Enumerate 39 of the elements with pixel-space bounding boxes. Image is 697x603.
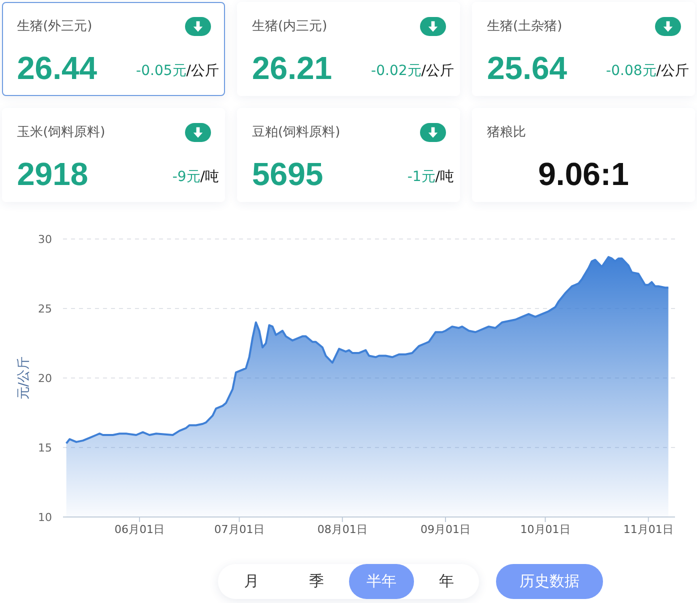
- text: -9元: [172, 169, 200, 185]
- text: 26.21: [252, 50, 332, 86]
- y-axis-title: 元/公斤: [16, 356, 32, 400]
- text: -1元: [407, 169, 436, 185]
- text: /公斤: [186, 63, 219, 79]
- y-tick-label: 30: [38, 232, 52, 246]
- y-tick-label: 25: [38, 302, 52, 316]
- text: -0.08元: [606, 63, 656, 79]
- y-tick-label: 15: [38, 441, 52, 454]
- text: -0.05元: [136, 63, 186, 79]
- x-tick-label: 09月01日: [420, 522, 470, 536]
- text: 玉米(饲料原料): [17, 125, 106, 140]
- text: /吨: [435, 169, 454, 185]
- x-tick-label: 10月01日: [520, 522, 570, 536]
- text: /公斤: [656, 63, 689, 79]
- text: /吨: [200, 169, 219, 185]
- x-tick-label: 07月01日: [214, 522, 264, 536]
- text: 5695: [252, 156, 324, 192]
- text: -0.02元: [371, 63, 422, 79]
- x-tick-label: 06月01日: [114, 522, 164, 536]
- text: 9.06:1: [538, 156, 629, 192]
- text: 26.44: [17, 50, 98, 86]
- text: 生猪(外三元): [17, 19, 92, 34]
- text: 历史数据: [520, 572, 580, 590]
- x-tick-label: 11月01日: [623, 522, 674, 536]
- text: 季: [309, 572, 324, 590]
- text: 生猪(土杂猪): [487, 19, 562, 34]
- text: 25.64: [487, 50, 568, 86]
- text: 生猪(内三元): [252, 19, 328, 34]
- y-tick-label: 10: [38, 510, 52, 524]
- text: 年: [439, 572, 454, 590]
- text: /公斤: [421, 63, 454, 79]
- text: 豆粕(饲料原料): [252, 125, 340, 140]
- text: 半年: [366, 572, 396, 590]
- text: 2918: [17, 156, 88, 192]
- text: 月: [244, 572, 259, 590]
- x-tick-label: 08月01日: [317, 522, 368, 536]
- text: 猪粮比: [487, 125, 526, 140]
- y-tick-label: 20: [38, 372, 52, 385]
